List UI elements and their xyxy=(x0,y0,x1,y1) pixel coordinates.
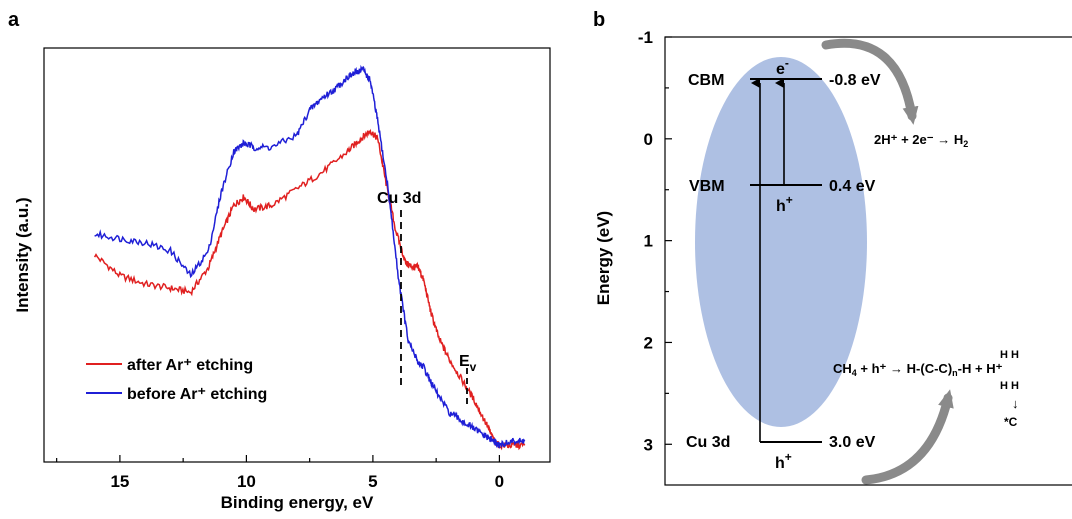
series-lines-a xyxy=(93,64,526,451)
ch4-main: CH4 + h⁺ → H-(C-C)n-H + H⁺ xyxy=(833,361,1003,378)
plot-frame-b xyxy=(664,36,1072,486)
y-axis-title-a: Intensity (a.u.) xyxy=(13,197,32,312)
series-line-after xyxy=(93,128,526,451)
legend-label-before: before Ar⁺ etching xyxy=(127,386,267,403)
cbm-value: -0.8 eV xyxy=(829,72,881,89)
cu3d-name: Cu 3d xyxy=(686,434,730,451)
x-tick-label: 10 xyxy=(237,472,256,491)
ch4-down-arrow: ↓ xyxy=(1012,396,1019,411)
series-line-before xyxy=(94,64,526,450)
y-tick-label: 2 xyxy=(644,333,653,352)
cu3d-value: 3.0 eV xyxy=(829,434,876,451)
ch4-product: *C xyxy=(1004,415,1018,429)
x-tick-label: 5 xyxy=(368,472,377,491)
cbm-name: CBM xyxy=(688,72,724,89)
panel-a-label: a xyxy=(8,9,20,31)
vbm-name: VBM xyxy=(689,178,725,195)
y-tick-label: 3 xyxy=(644,435,653,454)
cu3d-label: Cu 3d xyxy=(377,190,421,207)
ev-label: Ev xyxy=(459,353,477,374)
hole-label-cu3d: h+ xyxy=(775,450,792,472)
y-axis-title-b: Energy (eV) xyxy=(594,211,613,305)
y-tick-label: 0 xyxy=(644,130,653,149)
band-ellipse xyxy=(695,57,867,427)
vbm-value: 0.4 eV xyxy=(829,178,876,195)
x-axis-title-a: Binding energy, eV xyxy=(221,493,374,512)
panel-b-label: b xyxy=(593,9,605,31)
x-tick-label: 15 xyxy=(110,472,129,491)
curved-arrow-h2 xyxy=(821,38,919,125)
curved-arrow-ch4 xyxy=(861,389,954,485)
panel-a: a 15 10 5 0 Cu 3d Ev after Ar⁺ etching befo… xyxy=(8,9,551,512)
y-tick-label: -1 xyxy=(638,28,653,47)
plot-frame-a xyxy=(43,47,551,463)
ch4-h-bot: H H xyxy=(1000,380,1019,392)
legend-label-after: after Ar⁺ etching xyxy=(127,357,253,374)
panel-b: b -1 0 1 2 3 Energy (eV) CBM -0.8 eV VBM 0.4… xyxy=(593,9,1072,486)
ch4-h-top: H H xyxy=(1000,349,1019,361)
y-tick-label: 1 xyxy=(644,232,653,251)
ch4-reaction: H H CH4 + h⁺ → H-(C-C)n-H + H⁺ H H ↓ *C xyxy=(833,349,1019,429)
hole-label-vbm: h+ xyxy=(776,193,793,215)
h2-reaction: 2H⁺ + 2e⁻ → H2 xyxy=(874,132,968,149)
legend-a: after Ar⁺ etching before Ar⁺ etching xyxy=(86,357,267,403)
electron-label: e- xyxy=(776,56,789,78)
y-ticks-b: -1 0 1 2 3 xyxy=(638,28,672,454)
x-ticks-a: 15 10 5 0 xyxy=(56,455,504,491)
x-tick-label: 0 xyxy=(495,472,504,491)
